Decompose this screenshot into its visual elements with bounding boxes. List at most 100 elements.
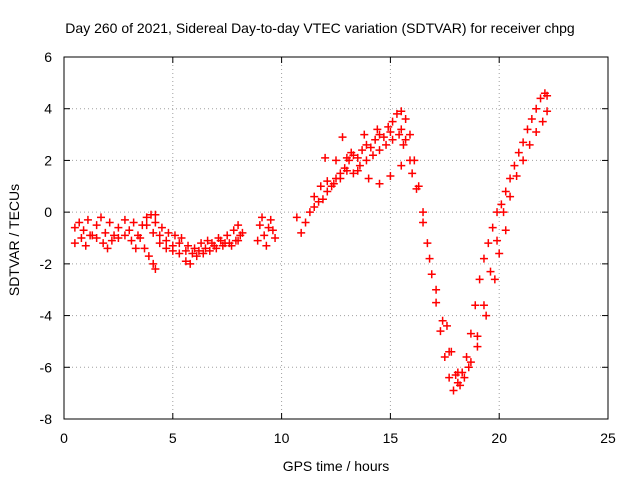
data-point-marker [318, 195, 327, 204]
data-point-marker [155, 231, 164, 240]
data-point-marker [75, 218, 84, 227]
data-point-marker [360, 130, 369, 139]
data-point-marker [321, 153, 330, 162]
data-point-marker [538, 117, 547, 126]
data-point-marker [445, 373, 454, 382]
data-point-marker [479, 301, 488, 310]
data-point-marker [151, 210, 160, 219]
data-point-marker [338, 133, 347, 142]
data-point-marker [155, 239, 164, 248]
data-point-marker [484, 239, 493, 248]
data-point-marker [447, 347, 456, 356]
data-point-marker [214, 234, 223, 242]
data-point-marker [140, 244, 149, 253]
data-point-marker [103, 244, 112, 253]
x-tick-label: 20 [491, 430, 507, 446]
data-point-marker [527, 115, 536, 124]
data-point-marker [323, 187, 332, 196]
data-point-marker [92, 221, 101, 230]
data-point-marker [70, 239, 79, 248]
data-point-marker [358, 146, 367, 155]
data-point-marker [362, 140, 371, 149]
y-tick-label: -4 [40, 308, 53, 324]
data-point-marker [190, 244, 199, 253]
data-point-marker [77, 234, 86, 242]
data-point-marker [205, 246, 214, 255]
data-point-marker [266, 215, 275, 224]
data-point-marker [353, 166, 362, 175]
data-point-marker [353, 153, 362, 162]
data-point-marker [199, 249, 208, 258]
data-point-marker [184, 241, 193, 250]
data-point-marker [258, 213, 267, 222]
data-point-marker [412, 184, 421, 193]
data-point-marker [316, 182, 325, 191]
data-point-marker [512, 171, 521, 180]
data-point-marker [397, 161, 406, 170]
data-point-marker [142, 213, 151, 222]
data-point-marker [162, 244, 171, 253]
data-point-marker [177, 234, 186, 242]
data-point-marker [432, 285, 441, 294]
data-point-marker [301, 218, 310, 227]
data-point-marker [392, 109, 401, 118]
data-point-marker [375, 146, 384, 155]
data-point-marker [329, 179, 338, 188]
data-point-marker [99, 239, 108, 248]
data-point-marker [473, 332, 482, 341]
data-point-marker [364, 174, 373, 183]
data-point-marker [373, 125, 382, 134]
data-point-marker [227, 241, 236, 250]
plot-frame [63, 56, 609, 420]
data-point-marker [323, 177, 332, 186]
data-point-marker [201, 244, 210, 253]
data-point-marker [310, 202, 319, 211]
data-point-marker [510, 161, 519, 170]
x-tick-label: 15 [383, 430, 399, 446]
data-point-marker [543, 107, 552, 116]
data-point-marker [462, 352, 471, 361]
data-point-marker [464, 363, 473, 372]
data-point-marker [229, 226, 238, 235]
data-point-marker [114, 223, 123, 232]
data-point-marker [221, 239, 230, 248]
data-point-marker [532, 127, 541, 136]
data-point-marker [297, 228, 306, 237]
data-point-marker [479, 254, 488, 263]
data-point-marker [427, 270, 436, 279]
data-point-marker [207, 239, 216, 248]
data-point-marker [506, 174, 515, 183]
data-point-marker [532, 104, 541, 113]
y-tick-label: -6 [40, 359, 53, 375]
data-point-marker [79, 226, 88, 235]
data-point-marker [386, 171, 395, 180]
data-point-marker [440, 352, 449, 361]
data-point-marker [129, 218, 138, 227]
data-point-marker [366, 143, 375, 152]
data-point-marker [453, 368, 462, 377]
data-point-marker [234, 221, 243, 230]
data-point-marker [405, 156, 414, 165]
data-point-marker [471, 301, 480, 310]
data-point-marker [127, 236, 136, 245]
data-point-marker [234, 236, 243, 245]
data-point-marker [384, 122, 393, 131]
data-point-marker [262, 241, 271, 250]
data-point-marker [203, 236, 212, 245]
data-point-marker [110, 231, 119, 240]
data-point-marker [536, 94, 545, 103]
data-point-marker [107, 236, 116, 245]
data-point-marker [181, 246, 190, 255]
data-point-marker [142, 221, 151, 230]
data-point-marker [497, 200, 506, 209]
data-point-marker [92, 234, 101, 242]
data-point-marker [375, 179, 384, 188]
y-tick-label: -2 [40, 256, 53, 272]
data-point-marker [151, 265, 160, 274]
data-point-marker [519, 156, 528, 165]
data-point-marker [120, 231, 129, 240]
data-point-marker [368, 151, 377, 160]
data-point-marker [314, 197, 323, 206]
data-point-marker [310, 192, 319, 201]
